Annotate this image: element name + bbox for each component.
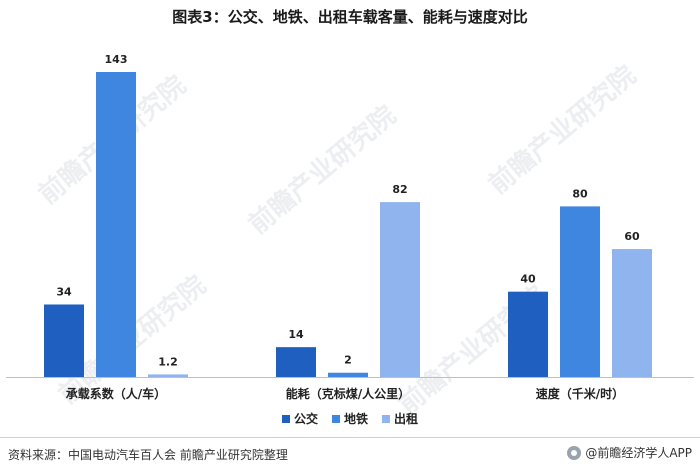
data-label-taxi-speed: 60 [624,230,640,243]
bar-bus-capacity [44,304,84,377]
legend-swatch-subway [331,414,340,423]
data-label-subway-speed: 80 [572,187,588,200]
data-label-taxi-energy: 82 [392,183,407,196]
legend-label-bus: 公交 [293,412,318,426]
legend-item-taxi: 出租 [382,410,418,427]
bar-subway-speed [560,206,600,377]
footer-divider [0,437,700,438]
legend-item-bus: 公交 [281,410,318,427]
data-label-subway-capacity: 143 [105,53,128,66]
data-label-bus-speed: 40 [520,273,536,286]
legend-label-subway: 地铁 [343,412,368,426]
bar-subway-capacity [96,72,136,377]
legend-swatch-taxi [382,414,390,423]
x-tick-label-energy: 能耗（克标煤/人公里） [286,386,410,401]
source-note: 资料来源：中国电动汽车百人会 前瞻产业研究院整理 [8,448,288,462]
data-label-subway-energy: 2 [344,354,352,367]
legend: 公交 地铁 出租 [0,410,700,427]
brand: @前瞻经济学人APP [567,444,692,461]
bar-taxi-capacity [148,374,188,377]
legend-swatch-bus [281,414,290,423]
chart-title: 图表3：公交、地铁、出租车载客量、能耗与速度对比 [172,8,528,26]
data-label-taxi-capacity: 1.2 [158,355,178,368]
bar-taxi-speed [612,249,652,377]
x-tick-label-capacity: 承载系数（人/车） [66,386,166,401]
brand-logo-icon [567,445,582,460]
x-tick-label-speed: 速度（千米/时） [536,386,624,401]
legend-item-subway: 地铁 [331,410,368,427]
bar-chart: 34 143 1.2 承载系数（人/车） 14 2 82 能耗（克标煤/人公里） 40 80 60 速… [6,53,694,401]
bar-bus-energy [276,347,316,377]
legend-label-taxi: 出租 [394,412,419,426]
data-label-bus-capacity: 34 [56,285,72,298]
brand-label: @前瞻经济学人APP [585,446,692,460]
bar-bus-speed [508,291,548,377]
bar-taxi-energy [380,202,420,377]
bar-subway-energy [328,372,368,377]
data-label-bus-energy: 14 [288,328,304,341]
